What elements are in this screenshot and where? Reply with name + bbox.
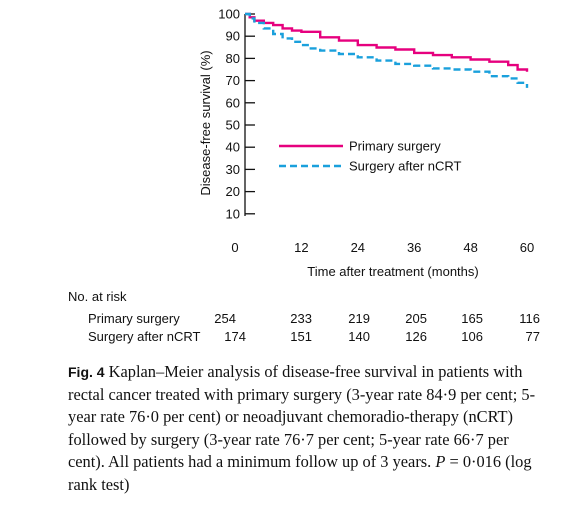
y-tick-label: 10 xyxy=(226,206,240,221)
y-tick-label: 50 xyxy=(226,118,240,133)
risk-value: 219 xyxy=(348,311,370,326)
risk-table-title: No. at risk xyxy=(68,289,127,304)
y-axis-ticks: 10 20 30 40 50 60 70 80 90 100 xyxy=(218,7,255,221)
figure-caption: Fig. 4 Kaplan–Meier analysis of disease-… xyxy=(68,361,546,497)
x-axis-ticks: 0 12 24 36 48 60 xyxy=(231,240,534,255)
risk-value: 165 xyxy=(461,311,483,326)
figure-label: Fig. 4 xyxy=(68,364,105,380)
caption-p-value: = 0·016 (log rank test) xyxy=(68,452,532,494)
legend: Primary surgery Surgery after nCRT xyxy=(279,139,462,174)
risk-value: 233 xyxy=(290,311,312,326)
p-value-symbol: P xyxy=(435,452,446,472)
y-tick-label: 60 xyxy=(226,95,240,110)
x-tick-label: 24 xyxy=(351,240,365,255)
y-tick-label: 100 xyxy=(218,7,240,22)
risk-value: 174 xyxy=(224,329,246,344)
x-tick-label: 12 xyxy=(294,240,308,255)
risk-value: 77 xyxy=(525,329,540,344)
caption-text: Kaplan–Meier analysis of disease-free su… xyxy=(68,362,536,472)
x-tick-label: 48 xyxy=(463,240,477,255)
kaplan-meier-chart: 10 20 30 40 50 60 70 80 90 100 0 12 24 36 48 60 Primar… xyxy=(198,7,534,280)
x-axis-label: Time after treatment (months) xyxy=(307,264,478,279)
y-tick-label: 30 xyxy=(226,162,240,177)
curve-primary-surgery xyxy=(245,12,529,72)
y-tick-label: 20 xyxy=(226,184,240,199)
survival-curves xyxy=(245,12,529,88)
legend-label-primary-surgery: Primary surgery xyxy=(349,139,441,154)
y-tick-label: 90 xyxy=(226,29,240,44)
risk-row-label-surgery-after-ncrt: Surgery after nCRT xyxy=(88,329,201,344)
risk-row-label-primary-surgery: Primary surgery xyxy=(88,311,180,326)
risk-value: 151 xyxy=(290,329,312,344)
risk-value: 126 xyxy=(405,329,427,344)
x-tick-label: 0 xyxy=(231,240,238,255)
y-axis-label: Disease-free survival (%) xyxy=(198,50,213,195)
risk-value: 140 xyxy=(348,329,370,344)
curve-surgery-after-ncrt xyxy=(245,12,529,88)
legend-label-surgery-after-ncrt: Surgery after nCRT xyxy=(349,159,462,174)
risk-value: 116 xyxy=(519,311,540,326)
risk-value: 254 xyxy=(214,311,236,326)
y-tick-label: 80 xyxy=(226,51,240,66)
risk-value: 205 xyxy=(405,311,427,326)
x-tick-label: 36 xyxy=(407,240,421,255)
y-tick-label: 40 xyxy=(226,140,240,155)
y-tick-label: 70 xyxy=(226,73,240,88)
risk-value: 106 xyxy=(461,329,483,344)
x-tick-label: 60 xyxy=(520,240,534,255)
